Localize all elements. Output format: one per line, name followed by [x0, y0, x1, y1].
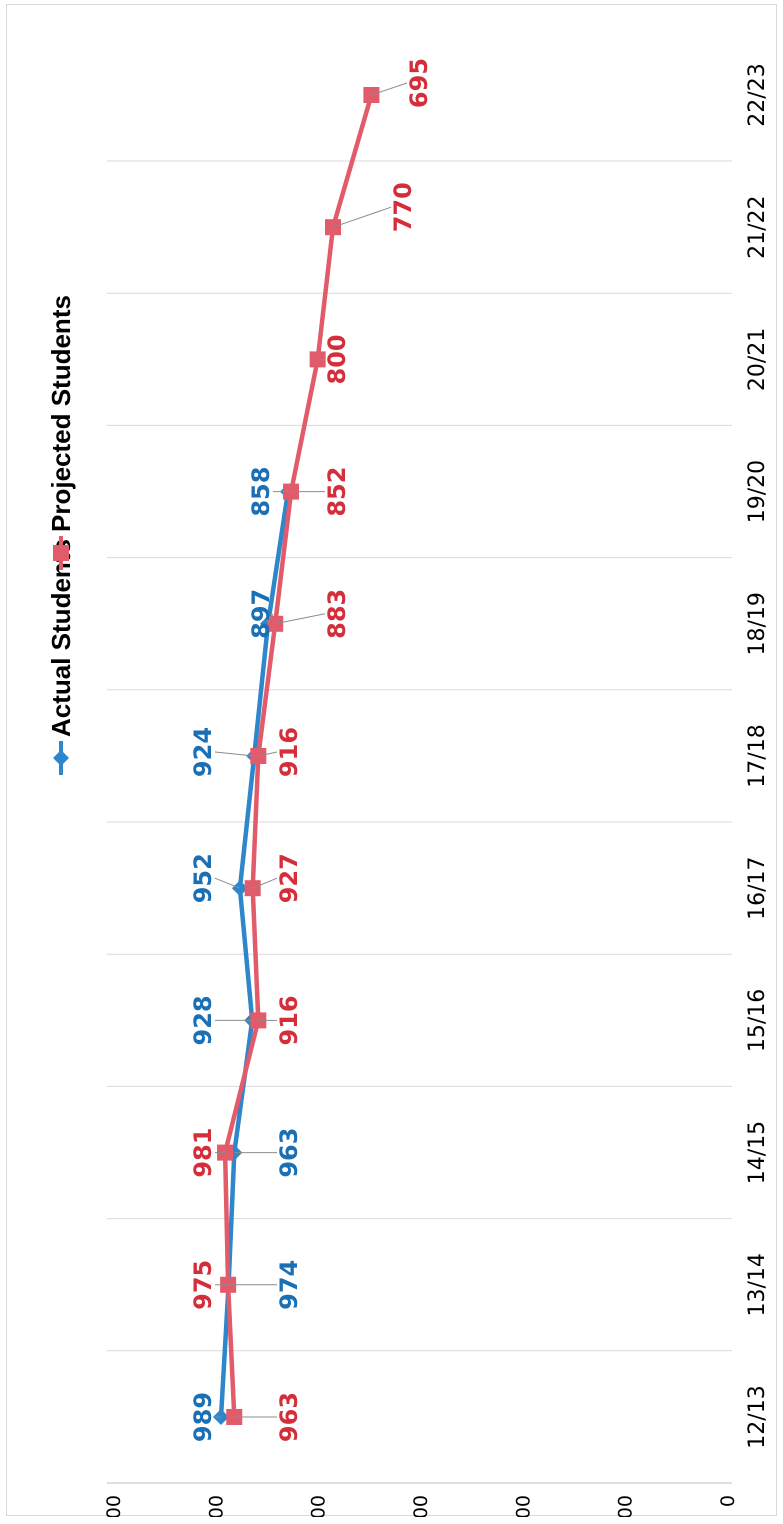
chart-frame: 0 200 400 600 800 1,000 1,200 12/13 13/14 14/15 15… [6, 4, 777, 1517]
data-label: 883 [323, 589, 351, 639]
leader-line [371, 82, 408, 96]
data-label: 770 [389, 182, 417, 232]
y-tick-label: 200 [615, 1495, 637, 1517]
x-tick-label: 21/22 [745, 195, 770, 258]
y-tick-label: 600 [410, 1495, 432, 1517]
leader-line [267, 613, 274, 625]
leader-line [214, 751, 255, 757]
data-label: 981 [189, 1128, 217, 1178]
data-label: 916 [275, 995, 303, 1045]
x-tick-label: 16/17 [745, 856, 770, 919]
axes: 0 200 400 600 800 1,000 1,200 12/13 13/14 14/15 15… [103, 63, 770, 1517]
legend-marker [53, 545, 69, 561]
x-tick-label: 15/16 [745, 989, 770, 1052]
leader-line [214, 877, 241, 889]
legend-label: Projected Students [46, 295, 76, 532]
data-label: 963 [275, 1392, 303, 1442]
data-label: 924 [189, 727, 217, 777]
y-tick-label: 1,000 [205, 1495, 227, 1517]
data-label: 928 [189, 995, 217, 1045]
data-label: 858 [247, 467, 275, 517]
y-tick-label: 400 [512, 1495, 534, 1517]
leader-line [258, 751, 278, 757]
data-label: 974 [275, 1260, 303, 1310]
data-label: 800 [323, 334, 351, 384]
leader-line [332, 206, 392, 228]
x-tick-label: 22/23 [745, 63, 770, 126]
data-label: 695 [405, 58, 433, 108]
gridlines [107, 160, 732, 1484]
data-label: 852 [323, 467, 351, 517]
data-label: 952 [189, 853, 217, 903]
data-labels: 989 963 974 975 963 981 928 916 952 927 924 916 897 8… [189, 58, 433, 1442]
leader-line [275, 613, 326, 625]
legend-label: Actual Students [46, 539, 76, 737]
x-tick-label: 17/18 [745, 724, 770, 787]
x-tick-label: 12/13 [745, 1385, 770, 1448]
data-label: 897 [247, 589, 275, 639]
x-tick-label: 20/21 [745, 328, 770, 391]
legend: Actual Students Projected Students [46, 295, 76, 775]
data-label: 975 [189, 1260, 217, 1310]
data-label: 927 [275, 853, 303, 903]
y-tick-label: 0 [717, 1495, 739, 1507]
data-label: 916 [275, 727, 303, 777]
data-label: 989 [189, 1392, 217, 1442]
series-lines [212, 87, 380, 1425]
leader-line [252, 877, 278, 889]
y-tick-label: 800 [308, 1495, 330, 1517]
data-label: 963 [275, 1128, 303, 1178]
legend-marker [53, 750, 69, 766]
x-tick-label: 18/19 [745, 592, 770, 655]
x-tick-label: 14/15 [745, 1121, 770, 1184]
x-tick-label: 13/14 [745, 1253, 770, 1316]
y-tick-label: 1,200 [103, 1495, 125, 1517]
line-chart: 0 200 400 600 800 1,000 1,200 12/13 13/14 14/15 15… [46, 58, 770, 1517]
x-tick-label: 19/20 [745, 460, 770, 523]
